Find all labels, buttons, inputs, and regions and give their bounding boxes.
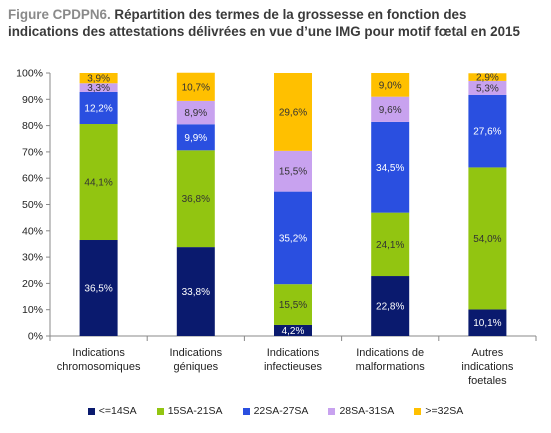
legend-swatch (328, 407, 336, 415)
bar-segment (468, 80, 507, 95)
bar-segment (79, 73, 118, 84)
data-label: 15,5% (279, 300, 307, 311)
figure-label: Figure CPDPN6. (8, 7, 111, 22)
data-label: 15,5% (279, 167, 307, 178)
bar-segment (371, 96, 410, 122)
legend-label: 22SA-27SA (253, 405, 309, 417)
data-label: 35,2% (279, 233, 307, 244)
data-label: 9,6% (379, 105, 402, 116)
legend-item: 15SA-21SA (156, 405, 223, 417)
data-label: 44,1% (84, 178, 112, 189)
data-label: 2,9% (476, 73, 499, 84)
legend-item: <=14SA (87, 405, 137, 417)
legend-swatch (87, 407, 95, 415)
legend-swatch (156, 407, 164, 415)
legend-label: 28SA-31SA (339, 405, 395, 417)
bar-segment (274, 284, 312, 325)
data-label: 22,8% (376, 302, 404, 313)
y-tick-label: 60% (22, 173, 43, 185)
data-label: 36,5% (84, 284, 112, 295)
y-tick-label: 90% (22, 94, 43, 106)
bar-segment (371, 121, 410, 213)
y-tick-label: 0% (28, 331, 43, 343)
bar-segment (468, 167, 507, 310)
data-label: 8,9% (184, 108, 207, 119)
data-label: 33,8% (182, 287, 210, 298)
x-category-label: Indications de malformations (355, 347, 425, 373)
data-label: 3,9% (87, 74, 110, 85)
data-label: 3,3% (87, 83, 110, 94)
x-category-label: Autres indications foetales (461, 347, 514, 387)
legend-swatch (242, 407, 250, 415)
bar-segment (176, 150, 215, 248)
title-line-2: indications des attestations délivrées e… (8, 24, 520, 39)
data-label: 9,9% (184, 133, 207, 144)
legend-label: >=32SA (425, 405, 464, 417)
x-category-label: Indications chromosomiques (56, 347, 141, 373)
bar-segment (176, 124, 215, 151)
data-label: 4,2% (282, 326, 305, 337)
bar-segment (371, 73, 410, 97)
legend-item: 28SA-31SA (328, 405, 394, 417)
data-label: 5,3% (476, 83, 499, 94)
bar-segment (468, 94, 507, 168)
bar-segment (79, 240, 118, 336)
bar-segment (274, 324, 312, 336)
legend-label: 15SA-21SA (167, 405, 223, 417)
bar-segment (176, 100, 215, 125)
y-tick-label: 100% (16, 68, 43, 80)
bar-segment (274, 150, 312, 192)
y-tick-label: 20% (22, 278, 43, 290)
bar-segment (79, 124, 118, 241)
legend-label: <=14SA (98, 405, 137, 417)
chart-title: Figure CPDPN6. Répartition des termes de… (8, 6, 548, 40)
bar-segment (176, 72, 215, 101)
y-tick-label: 80% (22, 120, 43, 132)
x-category-label: Indications géniques (169, 347, 223, 373)
legend-item: 22SA-27SA (242, 405, 309, 417)
data-label: 29,6% (279, 107, 307, 118)
legend-swatch (414, 407, 422, 415)
data-label: 24,1% (376, 240, 404, 251)
bar-segment (468, 73, 507, 81)
legend: <=14SA 15SA-21SA 22SA-27SA 28SA-31SA >=32SA (0, 405, 551, 417)
bar-segment (274, 73, 312, 151)
data-label: 36,8% (182, 194, 210, 205)
data-label: 9,0% (379, 80, 402, 91)
bar-segment (176, 247, 215, 336)
data-label: 12,2% (84, 103, 112, 114)
x-category-label: Indications infectieuses (263, 347, 323, 373)
y-tick-label: 40% (22, 225, 43, 237)
bar-segment (371, 276, 410, 336)
data-label: 34,5% (376, 163, 404, 174)
bar-segment (79, 83, 118, 92)
data-label: 54,0% (473, 234, 501, 245)
y-tick-label: 30% (22, 252, 43, 264)
data-label: 10,1% (473, 318, 501, 329)
bar-segment (468, 309, 507, 336)
data-label: 10,7% (182, 82, 210, 93)
y-tick-label: 70% (22, 146, 43, 158)
title-line-1: Répartition des termes de la grossesse e… (110, 7, 467, 22)
bar-segment (79, 91, 118, 125)
bar-segment (274, 191, 312, 285)
data-label: 27,6% (473, 127, 501, 138)
legend-item: >=32SA (414, 405, 463, 417)
y-tick-label: 10% (22, 304, 43, 316)
bar-segment (371, 212, 410, 277)
y-tick-label: 50% (22, 199, 43, 211)
